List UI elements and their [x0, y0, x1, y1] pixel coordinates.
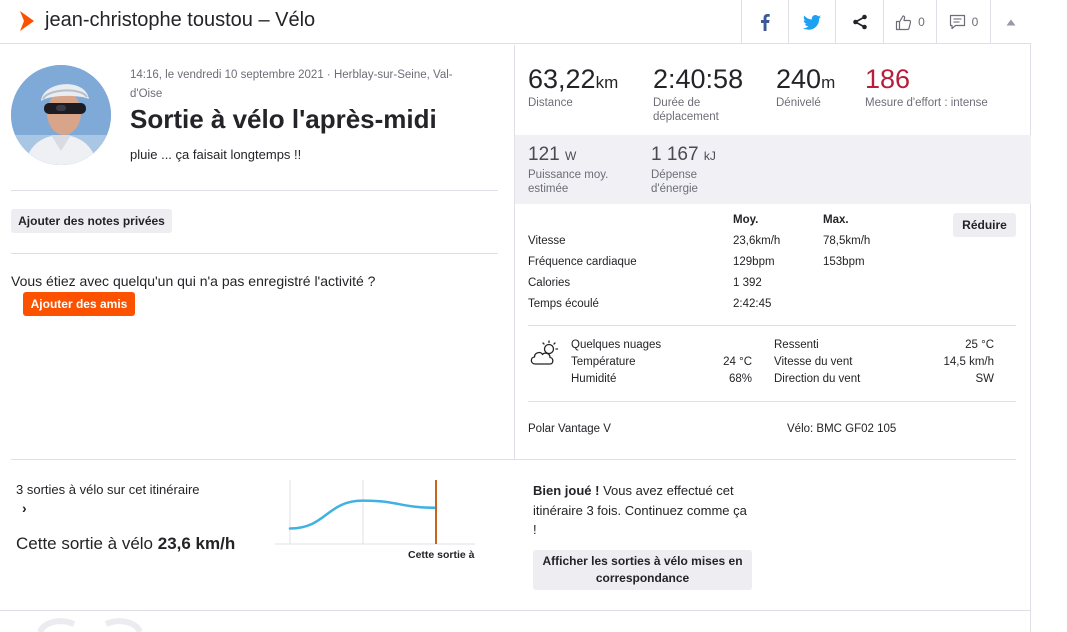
detail-avg: 2:42:45	[733, 298, 772, 310]
stat-value: 2:40:58	[653, 64, 744, 94]
page-header: jean-christophe toustou – Vélo	[0, 0, 1031, 44]
partly-cloudy-icon	[530, 340, 559, 365]
weather-wind-dir-label: Direction du vent	[774, 373, 861, 385]
trophy-wreath-icon	[37, 618, 143, 632]
stat-relative-effort[interactable]: 186 Mesure d'effort : intense	[865, 64, 990, 110]
stat-label: Mesure d'effort : intense	[865, 97, 988, 109]
stat-value: 1 167	[651, 144, 699, 165]
kudos-button[interactable]: 0	[883, 0, 936, 44]
weather-feels-value: 25 °C	[965, 339, 994, 351]
weather-humidity-value: 68%	[728, 373, 752, 385]
page-gutter	[1031, 0, 1067, 632]
share-twitter-button[interactable]	[788, 0, 835, 44]
column-header-max: Max.	[823, 214, 849, 226]
activity-date-location: 14:16, le vendredi 10 septembre 2021 · H…	[130, 69, 453, 100]
stat-label: Dénivelé	[776, 97, 821, 109]
speed-value: 23,6 km/h	[157, 534, 236, 553]
weather-condition: Quelques nuages	[571, 339, 662, 351]
stat-label: Dépense d'énergie	[651, 169, 698, 195]
stat-energy: 1 167 kJ Dépense d'énergie	[651, 144, 741, 196]
twitter-icon	[803, 14, 821, 30]
matched-rides-chart: Cette sortie à	[275, 480, 475, 561]
detail-avg: 129bpm	[733, 256, 775, 268]
detail-label: Calories	[528, 277, 571, 289]
activity-page: jean-christophe toustou – Vélo	[0, 0, 1031, 632]
comments-count: 0	[971, 15, 979, 29]
facebook-icon	[761, 14, 770, 31]
detail-avg: 1 392	[733, 277, 762, 289]
stat-label: Puissance moy. estimée	[528, 169, 609, 195]
chart-current-label: Cette sortie à	[408, 549, 475, 561]
weather-feels-label: Ressenti	[774, 339, 819, 351]
stat-moving-time: 2:40:58 Durée de déplacement	[653, 64, 753, 124]
weather-temp-value: 24 °C	[723, 356, 752, 368]
section-divider	[11, 459, 1016, 460]
add-private-notes-button[interactable]: Ajouter des notes privées	[11, 209, 172, 233]
device-name: Polar Vantage V	[528, 423, 611, 435]
stat-value: 186	[865, 64, 911, 94]
weather-wind-dir-value: SW	[975, 373, 994, 385]
matched-rides-link[interactable]: 3 sorties à vélo sur cet itinéraire	[16, 482, 200, 497]
caret-up-icon	[1006, 19, 1016, 25]
activity-description: pluie ... ça faisait longtemps !!	[130, 147, 302, 162]
detail-max: 78,5km/h	[823, 235, 871, 247]
stat-label: Distance	[528, 97, 573, 109]
detail-label: Temps écoulé	[528, 298, 599, 310]
weather-humidity-label: Humidité	[571, 373, 617, 385]
strava-chevron-icon	[20, 11, 34, 31]
chevron-right-icon[interactable]: ›	[22, 500, 27, 516]
detail-label: Fréquence cardiaque	[528, 256, 637, 268]
stat-value: 121	[528, 144, 560, 165]
stat-unit: m	[821, 73, 836, 92]
section-divider	[528, 401, 1016, 402]
add-friends-button[interactable]: Ajouter des amis	[23, 292, 135, 316]
stat-unit: W	[564, 149, 577, 163]
bike-name[interactable]: Vélo: BMC GF02 105	[787, 423, 897, 435]
stat-avg-power: 121 W Puissance moy. estimée	[528, 144, 638, 196]
comments-button[interactable]: 0	[936, 0, 990, 44]
weather-temp-label: Température	[571, 356, 636, 368]
stat-label: Durée de déplacement	[653, 97, 719, 123]
detail-max: 153bpm	[823, 256, 865, 268]
share-facebook-button[interactable]	[741, 0, 788, 44]
column-header-avg: Moy.	[733, 214, 759, 226]
detail-avg: 23,6km/h	[733, 235, 781, 247]
congrats-bold: Bien joué !	[533, 483, 600, 498]
athlete-avatar[interactable]	[11, 65, 111, 165]
avatar-photo-icon	[11, 65, 111, 165]
share-button[interactable]	[835, 0, 883, 44]
secondary-stats-band	[515, 135, 1031, 204]
stat-distance: 63,22km Distance	[528, 64, 618, 110]
stat-unit: km	[595, 73, 619, 92]
show-matched-rides-button[interactable]: Afficher les sorties à vélo mises en cor…	[533, 550, 752, 590]
page-title: jean-christophe toustou – Vélo	[45, 9, 316, 31]
stat-unit: kJ	[703, 149, 716, 163]
stat-value: 240	[776, 64, 822, 94]
collapse-details-button[interactable]: Réduire	[953, 213, 1016, 237]
comment-icon	[949, 14, 965, 30]
section-divider	[11, 253, 498, 254]
section-divider	[0, 610, 1031, 611]
weather-wind-speed-label: Vitesse du vent	[774, 356, 853, 368]
stats-column-divider	[514, 45, 515, 459]
thumbs-up-icon	[896, 14, 912, 30]
stat-elevation: 240m Dénivelé	[776, 64, 835, 110]
kudos-count: 0	[918, 15, 925, 29]
detail-label: Vitesse	[528, 235, 566, 247]
chart-speed-line	[288, 499, 438, 530]
stat-value: 63,22	[528, 64, 596, 94]
this-ride-speed: Cette sortie à vélo 23,6 km/h	[16, 531, 235, 557]
collapse-header-button[interactable]	[990, 0, 1031, 44]
section-divider	[528, 325, 1016, 326]
activity-title: Sortie à vélo l'après-midi	[130, 104, 437, 134]
share-icon	[852, 14, 867, 30]
speed-prefix: Cette sortie à vélo	[16, 534, 154, 553]
section-divider	[11, 190, 498, 191]
weather-wind-speed-value: 14,5 km/h	[943, 356, 995, 368]
congrats-text: Vous avez effectué cet itinéraire 3 fois…	[533, 483, 747, 537]
add-friends-prompt: Vous étiez avec quelqu'un qui n'a pas en…	[11, 273, 376, 289]
congrats-message: Bien joué ! Vous avez effectué cet itiné…	[533, 481, 753, 540]
